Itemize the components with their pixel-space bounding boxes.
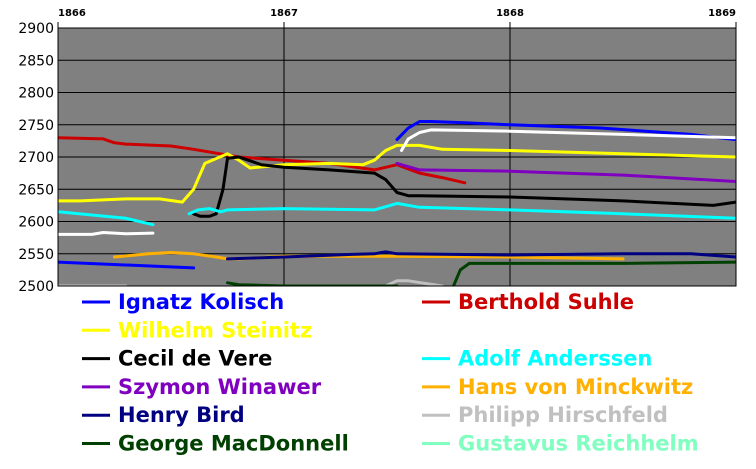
legend-label-ignatz-kolisch: Ignatz Kolisch: [118, 290, 284, 314]
legend-label-szymon-winawer: Szymon Winawer: [118, 375, 322, 399]
x-tick-label: 1866: [58, 8, 86, 19]
y-tick-label: 2500: [18, 279, 54, 295]
y-tick-label: 2600: [18, 215, 54, 231]
legend-label-gustavus-reichhelm: Gustavus Reichhelm: [458, 432, 699, 456]
series-line-henry-bird: [226, 250, 736, 261]
y-tick-label: 2650: [18, 182, 54, 198]
x-tick-label: 1867: [270, 8, 298, 19]
series-line-wilhelm-steinitz: [58, 143, 736, 204]
series-lines: [58, 120, 736, 286]
series-line-ignatz-kolisch: [395, 120, 736, 142]
y-tick-label: 2800: [18, 86, 54, 102]
plot-border: [57, 27, 737, 287]
legend-label-berthold-suhle: Berthold Suhle: [458, 290, 634, 314]
legend-label-henry-bird: Henry Bird: [118, 403, 245, 427]
x-tick-label: 1868: [496, 8, 524, 19]
series-line-george-macdonnell: [226, 281, 399, 286]
legend: Ignatz Kolisch Berthold Suhle Wilhelm Stei…: [82, 290, 699, 456]
y-tick-label: 2550: [18, 247, 54, 263]
series-line-ignatz-kolisch: [58, 260, 196, 270]
series-line-szymon-winawer: [395, 161, 736, 183]
series-line-cecil-de-vere: [192, 155, 736, 218]
legend-label-philipp-hirschfeld: Philipp Hirschfeld: [458, 403, 668, 427]
legend-label-gustav-neumann: Gustav Neumann: [458, 318, 661, 342]
axes: 2900 2850 2800 2750 2700 2650 2600 2550 2500 1866…: [18, 8, 737, 295]
legend-label-george-macdonnell: George MacDonnell: [118, 432, 349, 456]
series-line-gustav-neumann: [400, 128, 736, 152]
series-line-adolf-anderssen: [58, 210, 155, 227]
series-line-berthold-suhle: [58, 136, 467, 185]
x-tick-label: 1869: [708, 8, 736, 19]
y-tick-label: 2700: [18, 150, 54, 166]
y-tick-label: 2900: [18, 21, 54, 37]
legend-label-cecil-de-vere: Cecil de Vere: [118, 347, 272, 371]
series-line-gustav-neumann: [58, 231, 155, 236]
legend-label-hans-von-minckwitz: Hans von Minckwitz: [458, 375, 693, 399]
series-line-george-macdonnell: [452, 260, 736, 286]
y-tick-label: 2750: [18, 118, 54, 134]
legend-label-wilhelm-steinitz: Wilhelm Steinitz: [118, 318, 312, 342]
y-tick-label: 2850: [18, 53, 54, 69]
legend-label-adolf-anderssen: Adolf Anderssen: [458, 347, 652, 371]
series-line-philipp-hirschfeld: [384, 279, 444, 286]
series-line-adolf-anderssen: [187, 201, 736, 220]
